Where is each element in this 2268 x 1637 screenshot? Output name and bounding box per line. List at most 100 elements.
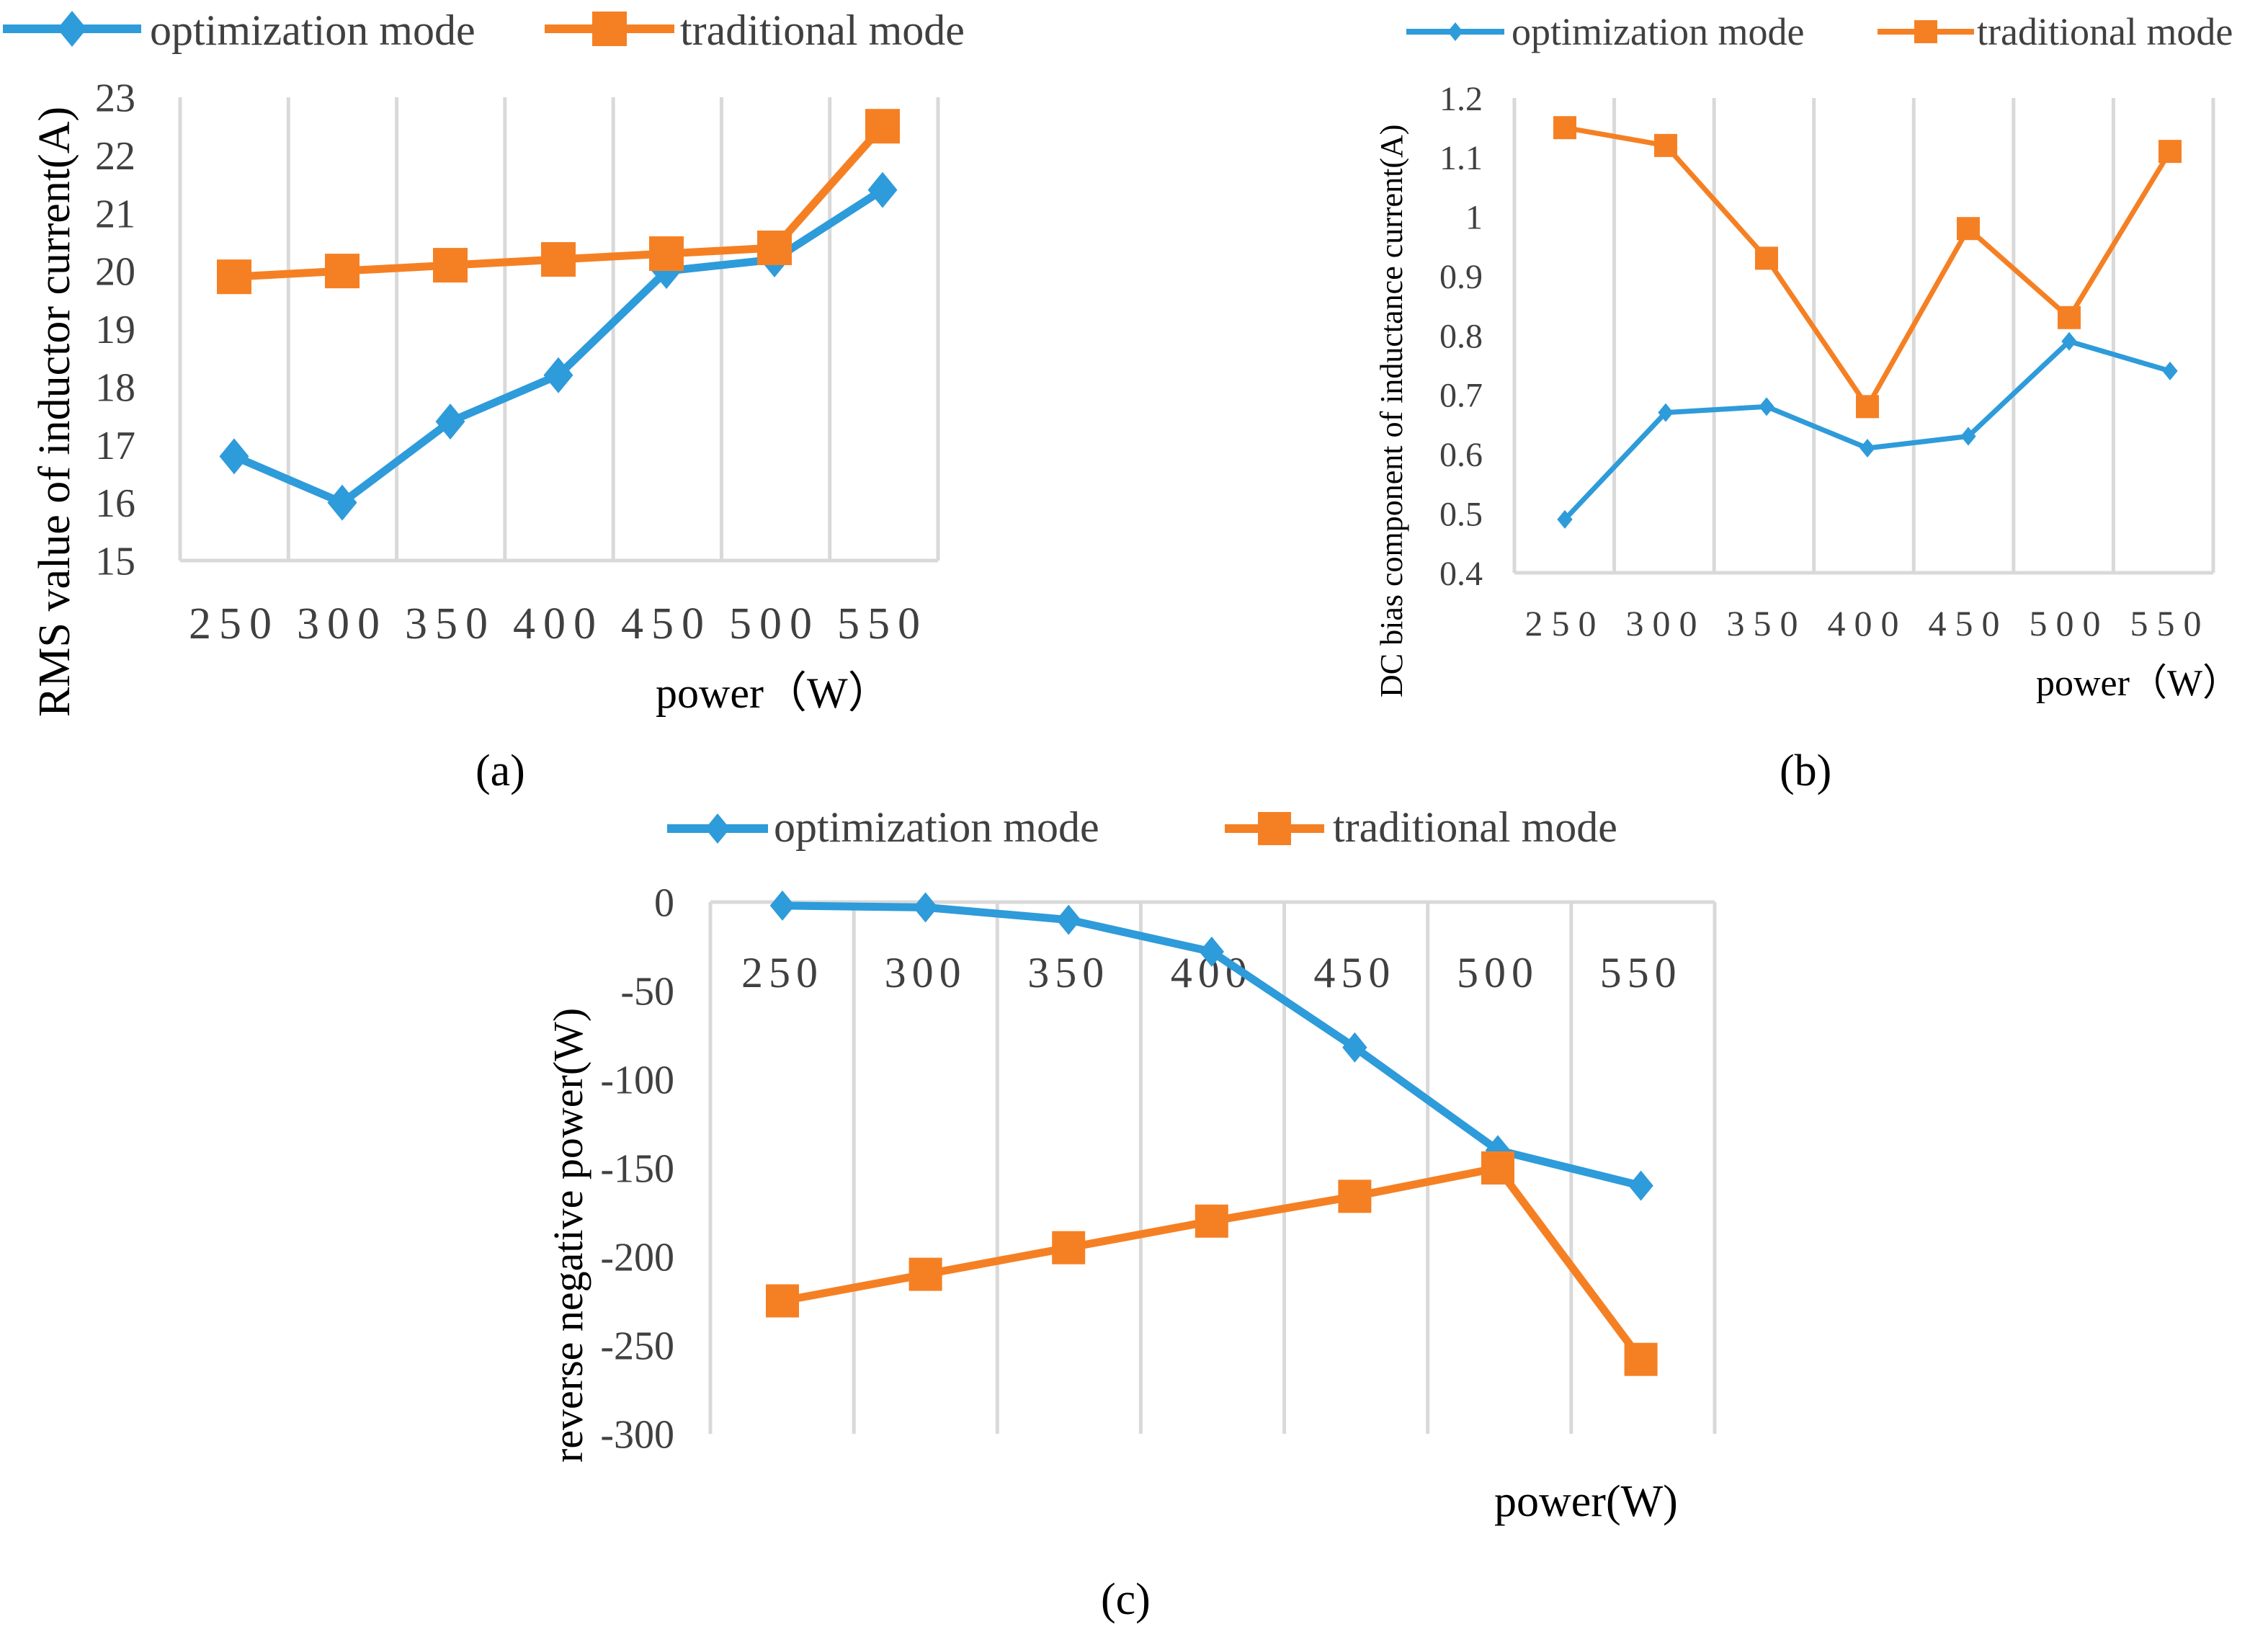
panel-a-y-tick-label: 21 [95, 192, 135, 236]
panel-a-label: (a) [476, 746, 525, 795]
panel-b-x-tick-label: 250 [1525, 603, 1605, 643]
panel-b-optimization-point [1960, 427, 1976, 446]
panel-b-x-tick-label: 350 [1727, 603, 1807, 643]
panel-b-y-tick-label: 0.8 [1439, 317, 1483, 355]
panel-c-legend-swatch-marker [705, 813, 731, 844]
panel-a-y-axis-title: RMS value of inductor current(A) [30, 107, 79, 717]
panel-c-gridlines [708, 900, 1717, 1434]
panel-c-traditional-point [1481, 1151, 1514, 1185]
panel-b-optimization-point [1759, 397, 1774, 416]
panel-c-y-tick-label: -300 [600, 1413, 674, 1458]
panel-b-series-line-traditional [1564, 125, 2172, 409]
panel-b-traditional-point [2058, 305, 2081, 329]
panel-b-y-tick-label: 1.2 [1439, 80, 1483, 118]
panel-c-x-tick-label: 450 [1313, 949, 1396, 996]
panel-c-x-tick-label: 300 [885, 949, 967, 996]
panel-a-y-tick-label: 17 [95, 424, 135, 468]
panel-b-traditional-point [1957, 217, 1980, 241]
panel-c-x-tick-label: 550 [1600, 949, 1682, 996]
panel-b-chart: optimization mode traditional mode DC bi… [1374, 10, 2240, 795]
panel-b-traditional-point [1856, 395, 1879, 419]
panel-a-traditional-point [541, 242, 576, 277]
panel-a-traditional-point [433, 248, 468, 283]
panel-c-traditional-point [1338, 1179, 1372, 1213]
panel-a-legend-swatch-marker [57, 11, 87, 47]
panel-c-chart: optimization mode traditional mode rever… [545, 803, 1717, 1624]
panel-b-y-tick-label: 1.1 [1439, 139, 1483, 177]
panel-a-x-tick-label: 350 [405, 599, 496, 648]
panel-a-x-tick-label: 500 [729, 599, 820, 648]
panel-c-y-tick-label: 0 [654, 881, 674, 926]
panel-b-gridlines [1512, 98, 2215, 575]
panel-b-optimization-point [1557, 509, 1573, 529]
panel-c-optimization-point [1055, 904, 1081, 935]
panel-c-y-tick-label: -150 [600, 1147, 674, 1192]
panel-b-y-axis-title: DC bias component of inductance current(… [1374, 125, 1409, 697]
panel-c-traditional-point [766, 1284, 799, 1318]
panel-b-series-line-optimization [1563, 339, 2171, 522]
panel-a-chart: optimization mode traditional mode RMS v… [3, 6, 965, 795]
panel-b-traditional-point [2158, 140, 2182, 164]
panel-c-x-axis-title: power(W) [1494, 1477, 1678, 1526]
panel-c-traditional-point [1195, 1204, 1228, 1238]
panel-b-y-tick-label: 0.7 [1439, 377, 1483, 415]
panel-a-legend-swatch-marker [592, 12, 627, 46]
panel-b-y-tick-label: 0.5 [1439, 495, 1483, 533]
panel-b-x-tick-label: 500 [2030, 603, 2109, 643]
panel-a-x-tick-label: 400 [513, 599, 604, 648]
panel-b-x-tick-label: 550 [2130, 603, 2210, 643]
panel-c-traditional-point [908, 1257, 942, 1291]
panel-b-y-tick-label: 0.4 [1439, 555, 1483, 593]
panel-a-legend-optimization-label: optimization mode [150, 6, 476, 54]
panel-a-y-tick-label: 15 [95, 540, 135, 584]
panel-a-x-tick-label: 550 [837, 599, 928, 648]
panel-c-y-tick-label: -250 [600, 1324, 674, 1369]
panel-c-traditional-point [1624, 1342, 1658, 1376]
panel-b-optimization-point [1658, 403, 1674, 422]
panel-a-traditional-point [757, 230, 792, 265]
panel-b-optimization-point [1860, 439, 1875, 458]
panel-a-y-tick-label: 22 [95, 134, 135, 179]
panel-b-optimization-point [2162, 361, 2178, 380]
panel-b-label: (b) [1780, 746, 1831, 795]
panel-a-traditional-point [865, 109, 900, 144]
panel-a-x-axis-title: power（W） [656, 669, 891, 717]
panel-c-legend-traditional-label: traditional mode [1333, 803, 1617, 851]
panel-a-traditional-point [325, 254, 360, 289]
panel-a-x-tick-label: 250 [189, 599, 280, 648]
panel-c-label: (c) [1101, 1575, 1151, 1624]
panel-a-y-tick-label: 16 [95, 481, 135, 526]
panel-b-y-tick-label: 1 [1465, 199, 1483, 237]
panel-a-optimization-point [219, 438, 249, 475]
panel-c-optimization-point [769, 890, 795, 921]
panel-b-x-tick-label: 450 [1929, 603, 2009, 643]
panel-b-legend-traditional-label: traditional mode [1977, 10, 2233, 53]
panel-c-optimization-point [1342, 1032, 1367, 1063]
panel-b-traditional-point [1755, 246, 1778, 270]
panel-b-legend-optimization-label: optimization mode [1512, 10, 1804, 53]
panel-b-optimization-point [2061, 331, 2077, 351]
panel-b-legend-swatch-marker [1914, 20, 1937, 43]
panel-a-optimization-point [435, 403, 465, 440]
panel-a-traditional-point [217, 259, 251, 295]
panel-b-y-tick-label: 0.9 [1439, 258, 1483, 296]
panel-b-x-tick-label: 400 [1828, 603, 1908, 643]
panel-a-x-tick-label: 300 [297, 599, 388, 648]
panel-b-x-tick-label: 300 [1626, 603, 1706, 643]
panel-c-y-tick-label: -200 [600, 1236, 674, 1280]
panel-c-y-tick-label: -100 [600, 1058, 674, 1103]
panel-c-x-tick-label: 350 [1027, 949, 1110, 996]
panel-b-traditional-point [1654, 133, 1677, 157]
panel-a-x-tick-label: 450 [621, 599, 712, 648]
panel-a-gridlines [178, 97, 940, 563]
panel-c-legend-swatch-marker [1258, 812, 1291, 845]
panel-a-optimization-point [327, 484, 357, 521]
panel-c-x-tick-label: 250 [741, 949, 823, 996]
panel-a-optimization-point [867, 171, 898, 208]
panel-b-traditional-point [1553, 116, 1576, 140]
panel-a-y-tick-label: 19 [95, 308, 135, 352]
panel-a-y-tick-label: 18 [95, 365, 135, 410]
panel-a-y-tick-label: 23 [95, 76, 135, 121]
panel-c-y-tick-label: -50 [620, 970, 674, 1014]
